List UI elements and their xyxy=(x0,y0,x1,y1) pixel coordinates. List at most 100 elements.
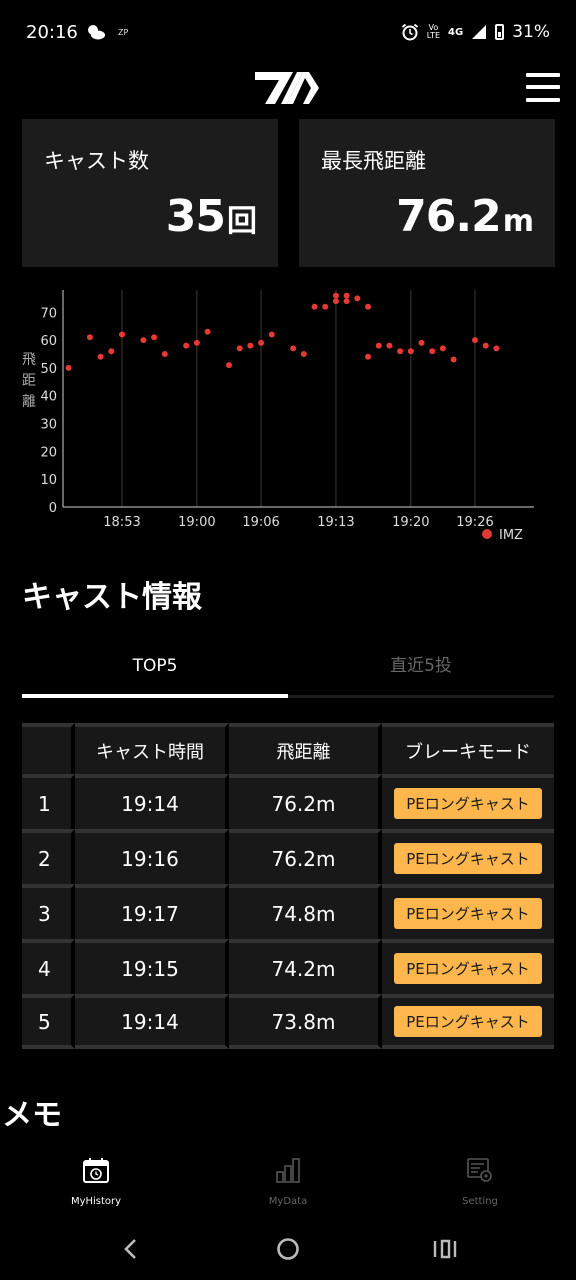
x-tick-label: 19:06 xyxy=(242,515,279,530)
y-axis-label-char: 飛 xyxy=(22,352,36,368)
data-point xyxy=(183,342,190,349)
row-time: 19:17 xyxy=(75,884,229,939)
tab-top5[interactable]: TOP5 xyxy=(132,656,178,676)
data-point xyxy=(247,342,254,349)
data-point xyxy=(204,328,211,335)
distance-scatter-plot: 0 10 20 30 40 50 60 70 18:53 19:00 19:06 19:13 19:20… xyxy=(22,290,534,543)
tab-recent5[interactable]: 直近5投 xyxy=(390,656,452,676)
data-point xyxy=(407,348,414,355)
data-point xyxy=(311,303,318,310)
y-tick-label: 0 xyxy=(49,501,57,516)
data-point xyxy=(375,342,382,349)
y-axis-label-char: 距 xyxy=(22,373,36,389)
x-tick-label: 19:26 xyxy=(456,515,493,530)
data-point xyxy=(343,292,350,299)
data-point xyxy=(268,331,275,338)
data-point xyxy=(472,337,478,344)
row-distance: 74.2m xyxy=(229,939,382,994)
data-point xyxy=(429,348,436,355)
cast-info-tabs: TOP5 直近5投 xyxy=(22,640,554,698)
data-point xyxy=(140,337,147,344)
y-tick-label: 10 xyxy=(40,473,57,488)
x-tick-label: 19:13 xyxy=(317,515,354,530)
max-distance-card: 最長飛距離 76.2m xyxy=(299,119,555,267)
y-tick-label: 40 xyxy=(40,390,57,405)
row-distance: 76.2m xyxy=(229,829,382,884)
network-type: 4G xyxy=(448,26,464,38)
brake-mode-badge: PEロングキャスト xyxy=(394,843,542,874)
table-header-row: キャスト時間 飛距離 ブレーキモード xyxy=(22,723,554,774)
header-cast-time: キャスト時間 xyxy=(75,723,229,774)
status-bar: 20:16 ZP Vo LTE 4G 31% xyxy=(0,0,576,66)
nav-mydata[interactable]: MyData xyxy=(192,1148,384,1220)
cast-info-title: キャスト情報 xyxy=(22,580,202,615)
brake-mode-badge: PEロングキャスト xyxy=(394,1006,542,1037)
y-tick-label: 70 xyxy=(40,306,57,321)
data-point xyxy=(193,339,200,346)
row-brake: PEロングキャスト xyxy=(382,939,554,994)
nav-label-myhistory: MyHistory xyxy=(70,1196,122,1207)
data-point xyxy=(119,331,125,338)
row-rank: 3 xyxy=(22,884,75,939)
x-tick-label: 18:53 xyxy=(103,515,140,530)
data-point xyxy=(236,345,243,352)
data-point xyxy=(322,303,329,310)
data-point xyxy=(343,298,350,305)
data-point xyxy=(418,339,425,346)
daiwa-logo xyxy=(255,72,319,104)
cloudy-weather-icon xyxy=(88,25,105,40)
hamburger-menu-icon[interactable] xyxy=(526,71,560,103)
data-point xyxy=(493,345,500,352)
y-axis-label-char: 離 xyxy=(22,393,36,410)
row-distance: 74.8m xyxy=(229,884,382,939)
system-nav-bar xyxy=(0,1220,576,1280)
distance-chart: 0 10 20 30 40 50 60 70 18:53 19:00 19:06 19:13 19:20… xyxy=(0,280,576,550)
legend-marker xyxy=(482,529,492,539)
cast-count-card: キャスト数 35回 xyxy=(22,119,278,267)
alarm-icon xyxy=(401,23,418,41)
data-point xyxy=(365,303,372,310)
data-point xyxy=(300,350,307,357)
header-rank xyxy=(22,723,75,774)
legend-label: IMZ xyxy=(499,528,523,543)
recent-apps-icon[interactable] xyxy=(430,1234,460,1264)
data-point xyxy=(354,295,361,302)
data-point xyxy=(65,364,72,371)
nav-label-setting: Setting xyxy=(462,1196,498,1207)
nav-myhistory[interactable]: MyHistory xyxy=(0,1148,192,1220)
y-tick-label: 20 xyxy=(40,445,57,460)
notification-icon: ZP xyxy=(118,28,129,37)
tab-rail xyxy=(22,695,554,698)
table-row: 5 19:14 73.8m PEロングキャスト xyxy=(22,994,554,1049)
back-icon[interactable] xyxy=(116,1234,146,1264)
data-point xyxy=(386,342,393,349)
row-brake: PEロングキャスト xyxy=(382,884,554,939)
row-time: 19:15 xyxy=(75,939,229,994)
cast-count-label: キャスト数 xyxy=(44,149,149,173)
header-brake-mode: ブレーキモード xyxy=(382,723,554,774)
data-point xyxy=(482,342,489,349)
row-time: 19:14 xyxy=(75,994,229,1049)
header-distance: 飛距離 xyxy=(229,723,382,774)
x-tick-label: 19:20 xyxy=(392,515,429,530)
table-row: 1 19:14 76.2m PEロングキャスト xyxy=(22,774,554,829)
row-distance: 73.8m xyxy=(229,994,382,1049)
nav-setting[interactable]: Setting xyxy=(384,1148,576,1220)
brake-mode-badge: PEロングキャスト xyxy=(394,953,542,984)
data-point xyxy=(108,348,115,355)
brake-mode-badge: PEロングキャスト xyxy=(394,898,542,929)
status-right-group: Vo LTE 4G 31% xyxy=(401,22,550,42)
y-tick-label: 60 xyxy=(40,334,57,349)
data-point xyxy=(225,362,232,369)
brake-mode-badge: PEロングキャスト xyxy=(394,788,542,819)
memo-title: メモ xyxy=(2,1098,62,1133)
cast-count-value: 35回 xyxy=(165,191,257,242)
row-rank: 1 xyxy=(22,774,75,829)
app-bar xyxy=(0,66,576,114)
table-row: 2 19:16 76.2m PEロングキャスト xyxy=(22,829,554,884)
row-time: 19:16 xyxy=(75,829,229,884)
home-icon[interactable] xyxy=(273,1234,303,1264)
x-tick-label: 19:00 xyxy=(178,515,215,530)
max-distance-label: 最長飛距離 xyxy=(321,149,426,173)
data-point xyxy=(97,353,104,360)
